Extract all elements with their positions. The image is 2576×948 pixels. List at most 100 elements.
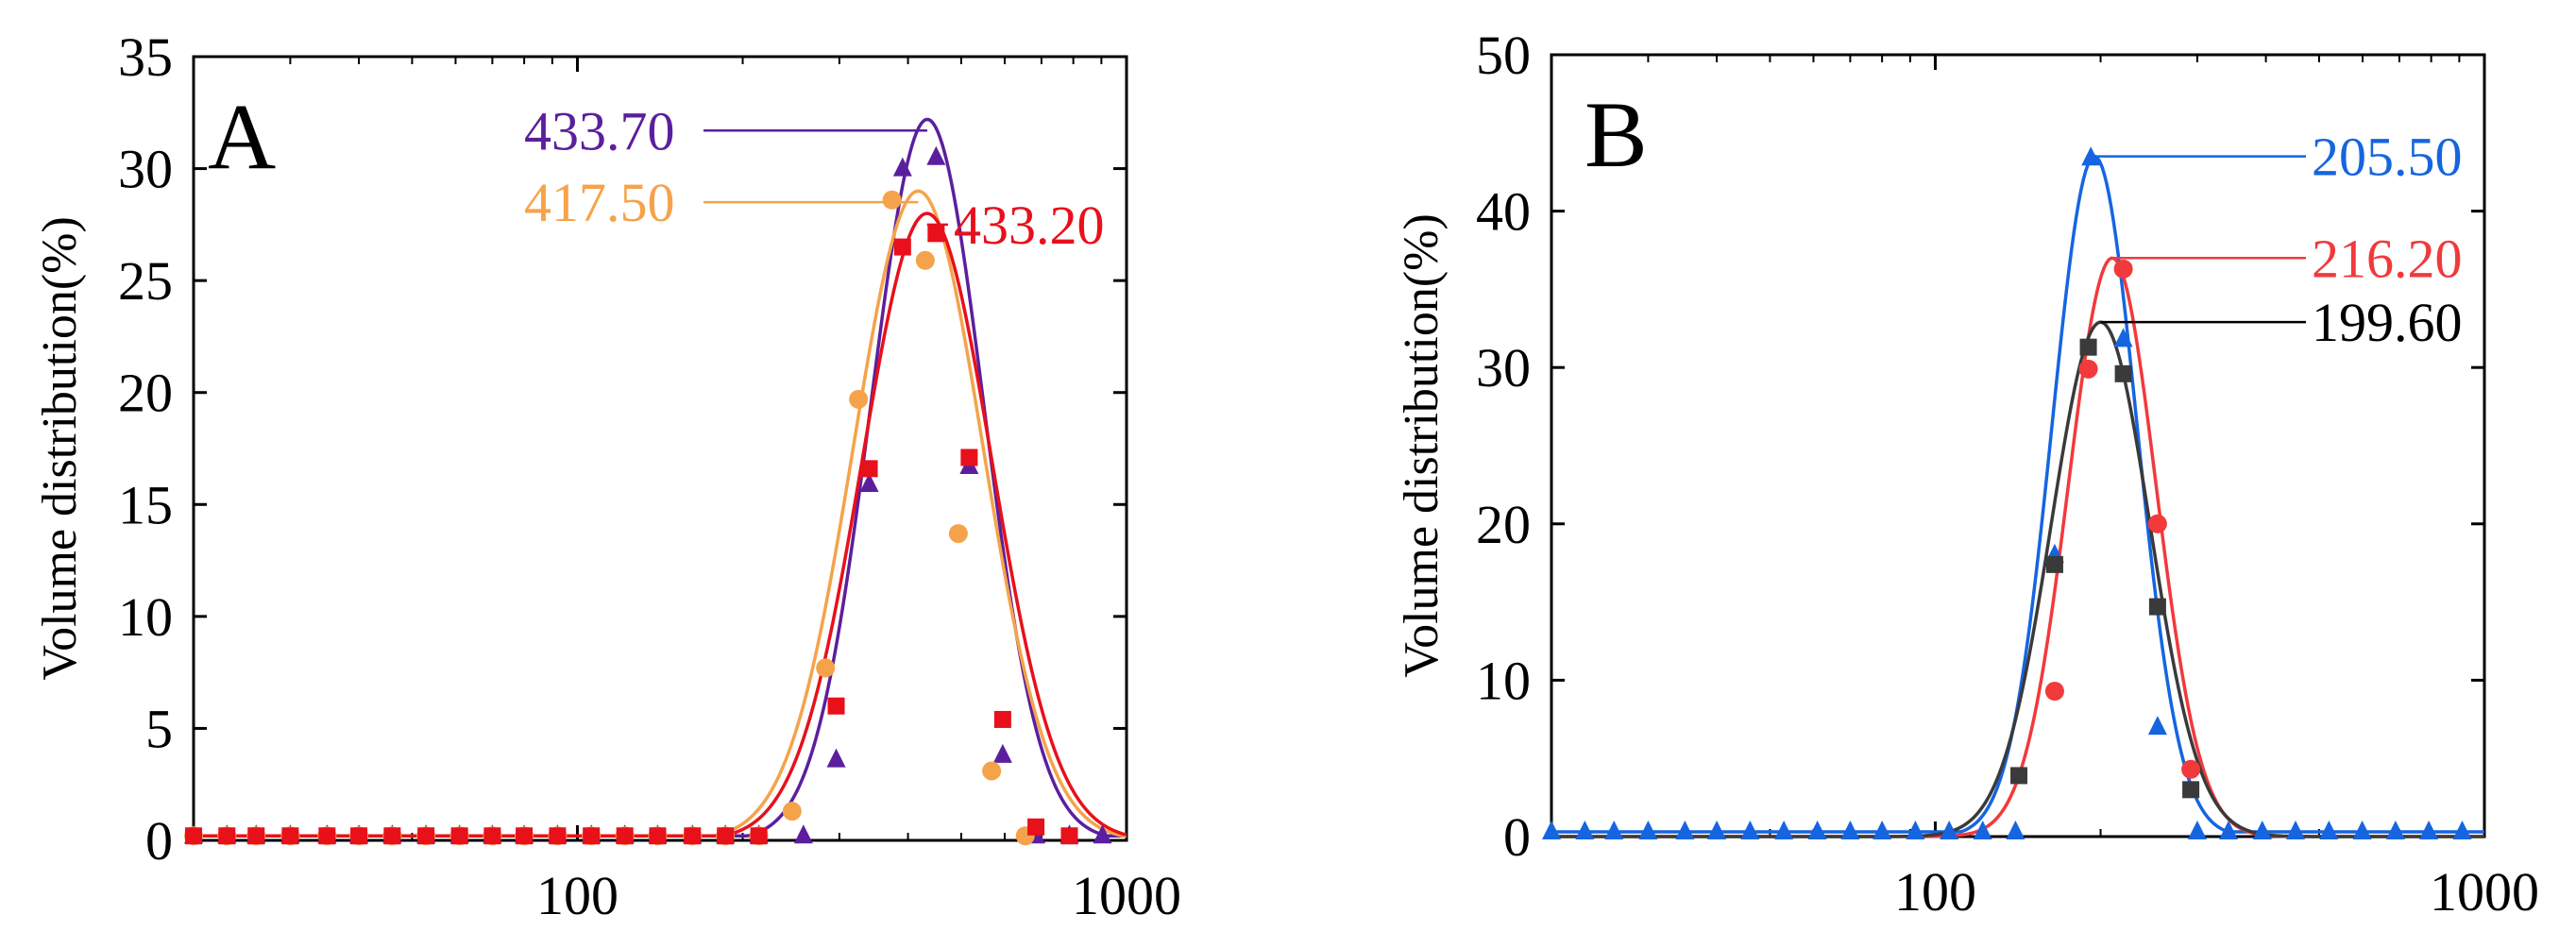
data-point-a-2	[915, 250, 935, 270]
data-point-b-1	[2252, 821, 2272, 840]
data-point-a-3	[383, 827, 401, 845]
data-point-b-1	[2187, 821, 2207, 840]
data-point-a-1	[793, 824, 813, 844]
peak-annotation-b-3: 199.60	[2312, 292, 2463, 353]
data-point-b-2	[2147, 514, 2167, 533]
data-point-a-3	[318, 827, 336, 845]
peak-annotation-b-2: 216.20	[2312, 228, 2463, 289]
data-point-b-2	[2181, 759, 2201, 779]
y-tick-label-b: 10	[1476, 650, 1531, 711]
data-point-a-3	[993, 710, 1011, 728]
y-tick-label-a: 35	[118, 26, 173, 88]
fit-curve-a-2	[194, 189, 1127, 838]
peak-annotation-a-2: 417.50	[524, 172, 675, 233]
data-point-b-3	[2114, 364, 2132, 382]
panel-label-a: A	[208, 84, 276, 189]
data-point-b-1	[2006, 821, 2025, 840]
data-point-b-1	[1807, 821, 1827, 840]
data-point-a-3	[516, 827, 534, 845]
data-point-b-1	[1575, 821, 1595, 840]
peak-annotation-a-3: 433.20	[954, 195, 1105, 256]
y-tick-label-b: 40	[1476, 181, 1531, 243]
data-point-a-1	[1093, 824, 1112, 844]
y-tick-label-a: 15	[118, 474, 173, 535]
data-point-a-3	[218, 827, 236, 845]
data-point-a-3	[893, 238, 911, 256]
data-point-b-3	[2045, 555, 2063, 573]
y-tick-label-a: 20	[118, 363, 173, 424]
data-point-b-1	[1542, 821, 1561, 840]
y-tick-label-a: 30	[118, 139, 173, 200]
data-point-a-1	[826, 748, 846, 768]
data-point-a-2	[816, 658, 836, 678]
data-point-b-1	[2352, 821, 2372, 840]
x-tick-label-b: 1000	[2430, 861, 2539, 923]
data-point-a-3	[960, 449, 978, 466]
data-point-b-1	[1840, 821, 1860, 840]
x-tick-label-a: 100	[536, 865, 619, 926]
data-point-b-3	[2010, 767, 2028, 785]
y-tick-label-a: 10	[118, 586, 173, 648]
data-point-a-3	[583, 827, 601, 845]
data-point-b-1	[2385, 821, 2405, 840]
peak-annotation-a-1: 433.70	[524, 100, 675, 161]
data-point-b-1	[2081, 146, 2101, 166]
data-point-a-3	[1060, 827, 1078, 845]
data-point-a-3	[1027, 818, 1045, 836]
data-point-b-1	[1906, 821, 1925, 840]
data-point-b-1	[2147, 716, 2167, 736]
y-tick-label-b: 30	[1476, 337, 1531, 398]
y-tick-label-b: 50	[1476, 25, 1531, 86]
data-point-a-1	[859, 472, 879, 492]
data-point-a-3	[281, 827, 299, 845]
data-point-a-3	[483, 827, 501, 845]
data-point-b-1	[1604, 821, 1624, 840]
peak-annotation-b-1: 205.50	[2312, 127, 2463, 188]
data-point-b-1	[2286, 821, 2306, 840]
y-axis-label-a: Volume distribution(%)	[33, 216, 87, 681]
data-point-a-3	[927, 225, 945, 243]
data-point-a-3	[417, 827, 435, 845]
data-point-a-3	[684, 827, 702, 845]
data-point-a-1	[926, 145, 946, 165]
y-axis-label-b: Volume distribution(%)	[1395, 213, 1449, 678]
data-point-a-2	[882, 190, 902, 210]
data-point-b-1	[1707, 821, 1727, 840]
data-point-b-1	[2419, 821, 2439, 840]
data-point-b-1	[1675, 821, 1695, 840]
data-point-a-2	[782, 802, 802, 821]
data-point-b-2	[2078, 359, 2098, 379]
data-point-b-1	[1873, 821, 1892, 840]
data-point-a-3	[450, 827, 468, 845]
chart-panel-b: B Volume distribution(%) 0 10 20 30 40 50 100 1…	[1395, 25, 2539, 923]
x-tick-label-a: 1000	[1072, 865, 1181, 926]
data-point-a-3	[827, 697, 845, 715]
data-point-a-3	[750, 827, 768, 845]
data-point-a-3	[717, 827, 735, 845]
data-point-b-1	[1638, 821, 1658, 840]
data-point-b-2	[2113, 259, 2133, 279]
fit-curve-b-3	[1551, 320, 2484, 838]
data-point-b-3	[2148, 598, 2166, 616]
y-tick-label-a: 25	[118, 250, 173, 312]
data-point-b-1	[1740, 821, 1760, 840]
data-point-b-1	[2113, 328, 2133, 347]
data-point-b-1	[1774, 821, 1794, 840]
data-point-a-3	[247, 827, 265, 845]
data-point-b-1	[2319, 821, 2339, 840]
data-point-a-2	[948, 524, 968, 544]
data-point-a-3	[350, 827, 368, 845]
data-point-a-1	[892, 157, 912, 177]
data-point-b-2	[2044, 681, 2064, 701]
data-point-a-3	[616, 827, 634, 845]
data-point-a-2	[982, 761, 1002, 781]
fit-curve-a-3	[194, 212, 1127, 838]
data-point-b-1	[2452, 821, 2472, 840]
data-point-a-2	[849, 389, 869, 409]
data-point-b-3	[2182, 781, 2200, 799]
data-point-b-1	[2219, 821, 2239, 840]
data-point-b-1	[1940, 821, 1959, 840]
data-point-b-3	[2079, 338, 2097, 356]
data-point-a-3	[185, 827, 202, 845]
